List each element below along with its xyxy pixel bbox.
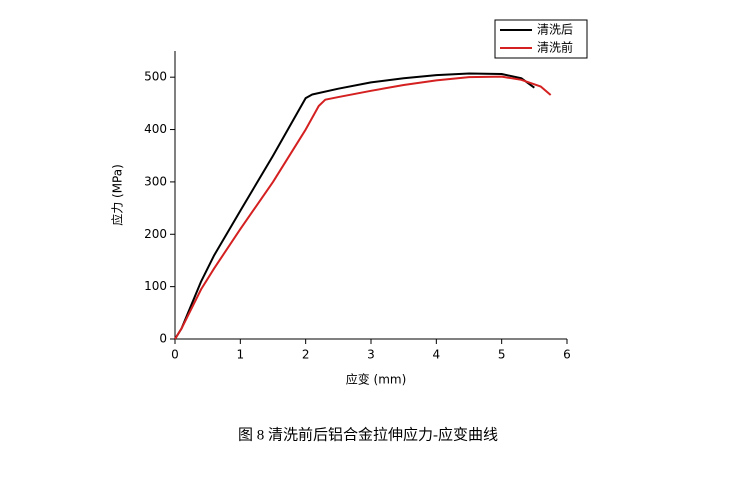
y-tick-label: 0 <box>159 332 167 346</box>
y-tick-label: 400 <box>144 122 167 136</box>
caption: 图 8 清洗前后铝合金拉伸应力-应变曲线 <box>238 425 498 443</box>
line <box>174 72 535 340</box>
y-tick-label: 200 <box>144 227 167 241</box>
y-tick-label: 500 <box>144 70 167 84</box>
y-axis-label: 应力 (MPa) <box>110 164 125 226</box>
x-tick-label: 4 <box>433 348 441 362</box>
x-tick-label: 1 <box>237 348 245 362</box>
line <box>174 75 552 340</box>
x-axis-label: 应变 (mm) <box>346 372 407 387</box>
y-tick-label: 100 <box>144 279 167 293</box>
legend-label: 清洗后 <box>537 23 573 37</box>
x-tick-label: 0 <box>171 348 179 362</box>
x-tick-label: 5 <box>498 348 506 362</box>
y-tick-label: 300 <box>144 174 167 188</box>
legend-box <box>494 19 588 59</box>
x-tick-label: 2 <box>302 348 310 362</box>
legend-label: 清洗前 <box>537 40 573 55</box>
x-tick-label: 3 <box>367 348 375 362</box>
x-tick-label: 6 <box>563 348 571 362</box>
